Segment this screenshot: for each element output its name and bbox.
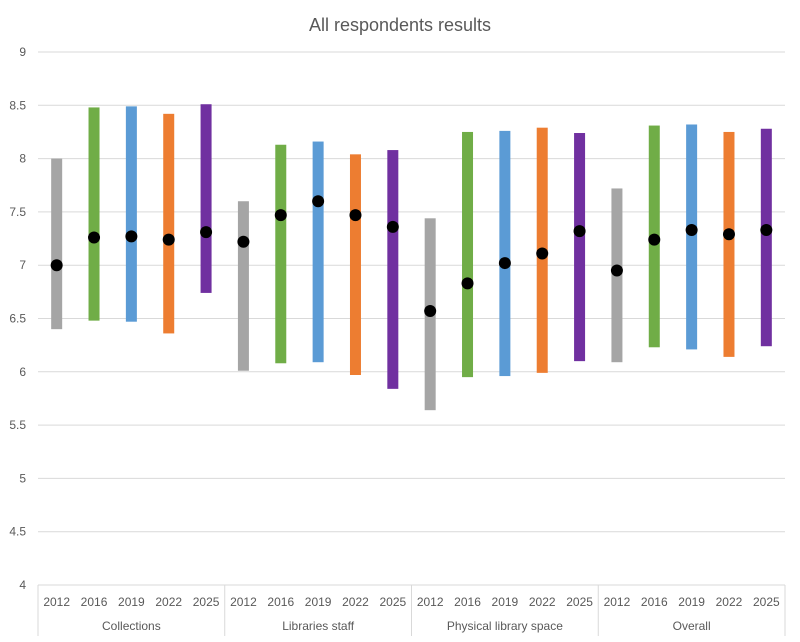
y-tick-label: 6.5 xyxy=(9,312,26,326)
x-tick-label: 2025 xyxy=(566,595,593,609)
range-bar-libraries-staff-2019 xyxy=(312,141,324,363)
x-tick-label: 2012 xyxy=(604,595,631,609)
category-label: Libraries staff xyxy=(282,619,354,633)
x-tick-label: 2016 xyxy=(641,595,668,609)
mean-point-physical-library-space-2019 xyxy=(498,257,511,270)
x-tick-label: 2022 xyxy=(716,595,743,609)
x-tick-label: 2019 xyxy=(678,595,705,609)
mean-point-libraries-staff-2019 xyxy=(312,195,325,208)
x-tick-label: 2016 xyxy=(81,595,108,609)
mean-point-collections-2012 xyxy=(50,259,63,272)
range-bars xyxy=(51,104,772,411)
y-tick-label: 5.5 xyxy=(9,418,26,432)
mean-point-overall-2019 xyxy=(685,224,698,237)
range-bar-collections-2012 xyxy=(51,158,63,330)
range-bar-collections-2019 xyxy=(125,106,137,322)
range-bar-physical-library-space-2016 xyxy=(462,131,474,378)
x-tick-label: 2025 xyxy=(193,595,220,609)
y-axis: 4 4.5 5 5.5 6 6.5 7 7.5 8 8.5 9 xyxy=(9,45,26,592)
mean-point-physical-library-space-2022 xyxy=(536,247,549,260)
category-label: Physical library space xyxy=(447,619,563,633)
mean-point-physical-library-space-2012 xyxy=(424,305,437,318)
x-tick-label: 2016 xyxy=(454,595,481,609)
y-tick-label: 4.5 xyxy=(9,525,26,539)
x-tick-label: 2022 xyxy=(155,595,182,609)
category-label: Overall xyxy=(673,619,711,633)
mean-point-collections-2022 xyxy=(162,233,175,246)
range-bar-physical-library-space-2019 xyxy=(499,130,511,377)
x-tick-label: 2016 xyxy=(267,595,294,609)
range-bar-libraries-staff-2022 xyxy=(349,154,361,375)
x-axis: 2012 2016 2019 2022 2025 Collections 2012 2016 2… xyxy=(37,584,786,636)
y-tick-label: 6 xyxy=(19,365,26,379)
mean-point-collections-2016 xyxy=(88,231,101,244)
x-tick-label: 2019 xyxy=(118,595,145,609)
range-bar-collections-2025 xyxy=(200,104,212,293)
y-tick-label: 8.5 xyxy=(9,98,26,112)
mean-point-libraries-staff-2012 xyxy=(237,235,250,248)
range-bar-overall-2025 xyxy=(760,128,772,347)
mean-point-overall-2022 xyxy=(722,228,735,241)
y-tick-label: 7 xyxy=(19,258,26,272)
x-tick-label: 2019 xyxy=(492,595,519,609)
range-bar-overall-2019 xyxy=(686,124,698,350)
x-tick-label: 2012 xyxy=(43,595,70,609)
range-bar-overall-2022 xyxy=(723,131,735,357)
x-tick-label: 2025 xyxy=(379,595,406,609)
mean-point-overall-2016 xyxy=(648,233,661,246)
y-tick-label: 8 xyxy=(19,152,26,166)
mean-markers xyxy=(50,195,773,318)
gridlines xyxy=(38,51,785,586)
range-bar-collections-2016 xyxy=(88,107,100,321)
mean-point-libraries-staff-2016 xyxy=(274,209,287,222)
category-label: Collections xyxy=(102,619,161,633)
x-tick-label: 2022 xyxy=(342,595,369,609)
x-tick-label: 2012 xyxy=(417,595,444,609)
range-bar-libraries-staff-2016 xyxy=(275,144,287,364)
y-tick-label: 5 xyxy=(19,471,26,485)
y-tick-label: 7.5 xyxy=(9,205,26,219)
mean-point-libraries-staff-2025 xyxy=(386,220,399,233)
range-bar-collections-2022 xyxy=(163,113,175,334)
chart-title: All respondents results xyxy=(309,15,491,35)
y-tick-label: 9 xyxy=(19,45,26,59)
mean-point-collections-2025 xyxy=(200,226,213,239)
y-tick-label: 4 xyxy=(19,578,26,592)
x-tick-label: 2025 xyxy=(753,595,780,609)
mean-point-physical-library-space-2016 xyxy=(461,277,474,290)
x-tick-label: 2019 xyxy=(305,595,332,609)
mean-point-physical-library-space-2025 xyxy=(573,225,586,238)
range-bar-libraries-staff-2012 xyxy=(237,201,249,371)
mean-point-libraries-staff-2022 xyxy=(349,209,362,222)
mean-point-overall-2012 xyxy=(610,264,623,277)
x-tick-label: 2012 xyxy=(230,595,257,609)
x-tick-label: 2022 xyxy=(529,595,556,609)
range-bar-libraries-staff-2025 xyxy=(387,150,399,389)
mean-point-collections-2019 xyxy=(125,230,138,243)
range-bar-physical-library-space-2025 xyxy=(574,133,586,362)
mean-point-overall-2025 xyxy=(760,224,773,237)
